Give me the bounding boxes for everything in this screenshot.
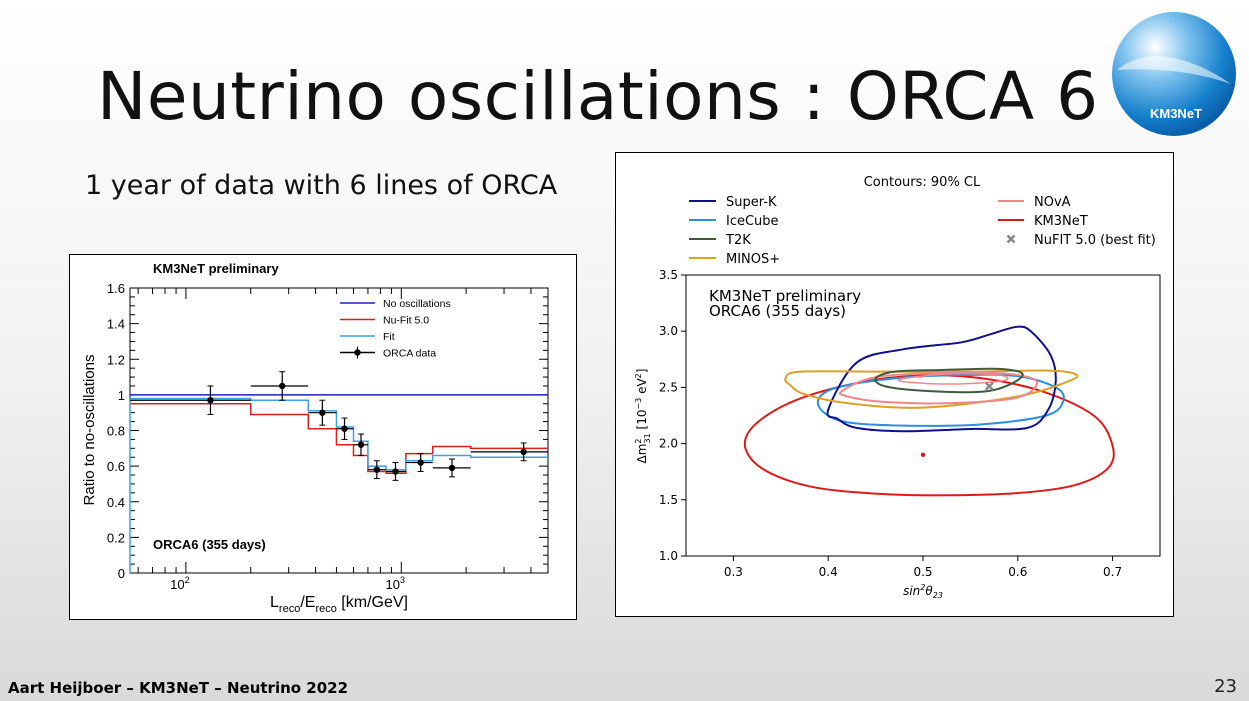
data-point — [207, 397, 214, 404]
y-tick-label: 0.6 — [107, 459, 125, 474]
ratio-plot-panel: 0 0.2 0.4 0.6 0.8 1 1.2 1.4 1.6 102 103 No oscillat… — [69, 254, 577, 620]
legend-label: KM3NeT — [1034, 214, 1088, 229]
annotation-dataset: ORCA6 (355 days) — [709, 302, 846, 320]
best-fit-nufit — [984, 381, 994, 391]
x-tick-label: 0.6 — [1008, 565, 1027, 579]
data-point — [417, 459, 424, 466]
y-tick-label: 1.5 — [659, 493, 678, 507]
x-axis-label: Lreco/Ereco [km/GeV] — [270, 594, 408, 615]
legend-label: Fit — [383, 331, 395, 343]
plot-title: Contours: 90% CL — [864, 175, 981, 190]
km3net-logo: KM3NeT — [1112, 12, 1236, 136]
contour-minos- — [784, 369, 1079, 409]
contour-nova — [838, 371, 1038, 405]
y-tick-label: 2.0 — [659, 437, 678, 451]
y-tick-label: 2.5 — [659, 380, 678, 394]
page-number: 23 — [1214, 676, 1237, 697]
data-point — [357, 441, 365, 448]
contour-plot: Contours: 90% CL Super-K IceCube T2K MINOS+ N… — [634, 175, 1161, 600]
y-axis-label: Δm231 [10−3 eV2] — [634, 369, 652, 464]
legend-label: NOvA — [1034, 195, 1071, 210]
contour-plot-panel: Contours: 90% CL Super-K IceCube T2K MINOS+ N… — [615, 152, 1174, 617]
y-tick-label: 0.8 — [107, 424, 125, 439]
legend-label: No oscillations — [383, 298, 451, 310]
slide-title: Neutrino oscillations : ORCA 6 — [97, 58, 1099, 135]
data-point — [319, 409, 326, 416]
legend-label: Super-K — [726, 195, 777, 210]
y-tick-label: 0 — [118, 566, 125, 581]
legend-label: Nu-Fit 5.0 — [383, 315, 429, 327]
contour-icecube — [816, 373, 1065, 427]
data-point — [392, 468, 399, 475]
series-line-nu-fit-5-0 — [130, 403, 548, 474]
y-tick-label: 0.4 — [107, 495, 125, 510]
contour-t2k-inner — [897, 372, 1009, 385]
logo-text: KM3NeT — [1150, 106, 1202, 121]
y-tick-label: 3.0 — [659, 324, 678, 338]
x-axis-label: sin2θ23 — [903, 583, 943, 600]
x-tick-label: 0.3 — [724, 565, 743, 579]
plot-frame — [129, 287, 549, 574]
x-tick-label: 103 — [386, 575, 405, 592]
contour-t2k — [874, 367, 1024, 394]
data-point — [520, 448, 527, 456]
y-axis-label: Ratio to no-oscillations — [81, 355, 98, 506]
contour-super-k — [826, 325, 1057, 433]
legend-label: ORCA data — [383, 348, 436, 360]
x-tick-label: 0.5 — [913, 565, 932, 579]
legend-label: NuFIT 5.0 (best fit) — [1034, 233, 1156, 248]
y-tick-label: 1.4 — [107, 317, 125, 332]
data-point — [341, 425, 348, 432]
x-tick-label: 0.7 — [1103, 565, 1122, 579]
annotation-preliminary: KM3NeT preliminary — [709, 287, 861, 305]
y-tick-label: 3.5 — [659, 268, 678, 282]
y-tick-label: 1 — [118, 388, 125, 403]
x-tick-label: 102 — [170, 575, 189, 592]
x-tick-label: 0.4 — [819, 565, 838, 579]
data-point — [448, 464, 456, 472]
legend-label: IceCube — [726, 214, 779, 229]
annotation-dataset: ORCA6 (355 days) — [153, 537, 266, 552]
y-tick-label: 1.2 — [107, 352, 125, 367]
footer-text: Aart Heijboer – KM3NeT – Neutrino 2022 — [8, 679, 349, 697]
ratio-plot: 0 0.2 0.4 0.6 0.8 1 1.2 1.4 1.6 102 103 No oscillat… — [81, 261, 549, 615]
legend-label: T2K — [725, 233, 751, 248]
series-line-fit — [129, 397, 548, 573]
legend-label: MINOS+ — [726, 252, 780, 267]
y-tick-label: 1.6 — [107, 281, 125, 296]
legend-marker — [1006, 234, 1016, 244]
y-tick-label: 0.2 — [107, 530, 125, 545]
annotation-preliminary: KM3NeT preliminary — [153, 261, 279, 276]
data-point — [373, 466, 381, 473]
best-fit-km3net — [920, 452, 926, 458]
y-tick-label: 1.0 — [659, 549, 678, 563]
slide-subtitle: 1 year of data with 6 lines of ORCA — [85, 170, 558, 201]
data-point — [279, 382, 286, 390]
